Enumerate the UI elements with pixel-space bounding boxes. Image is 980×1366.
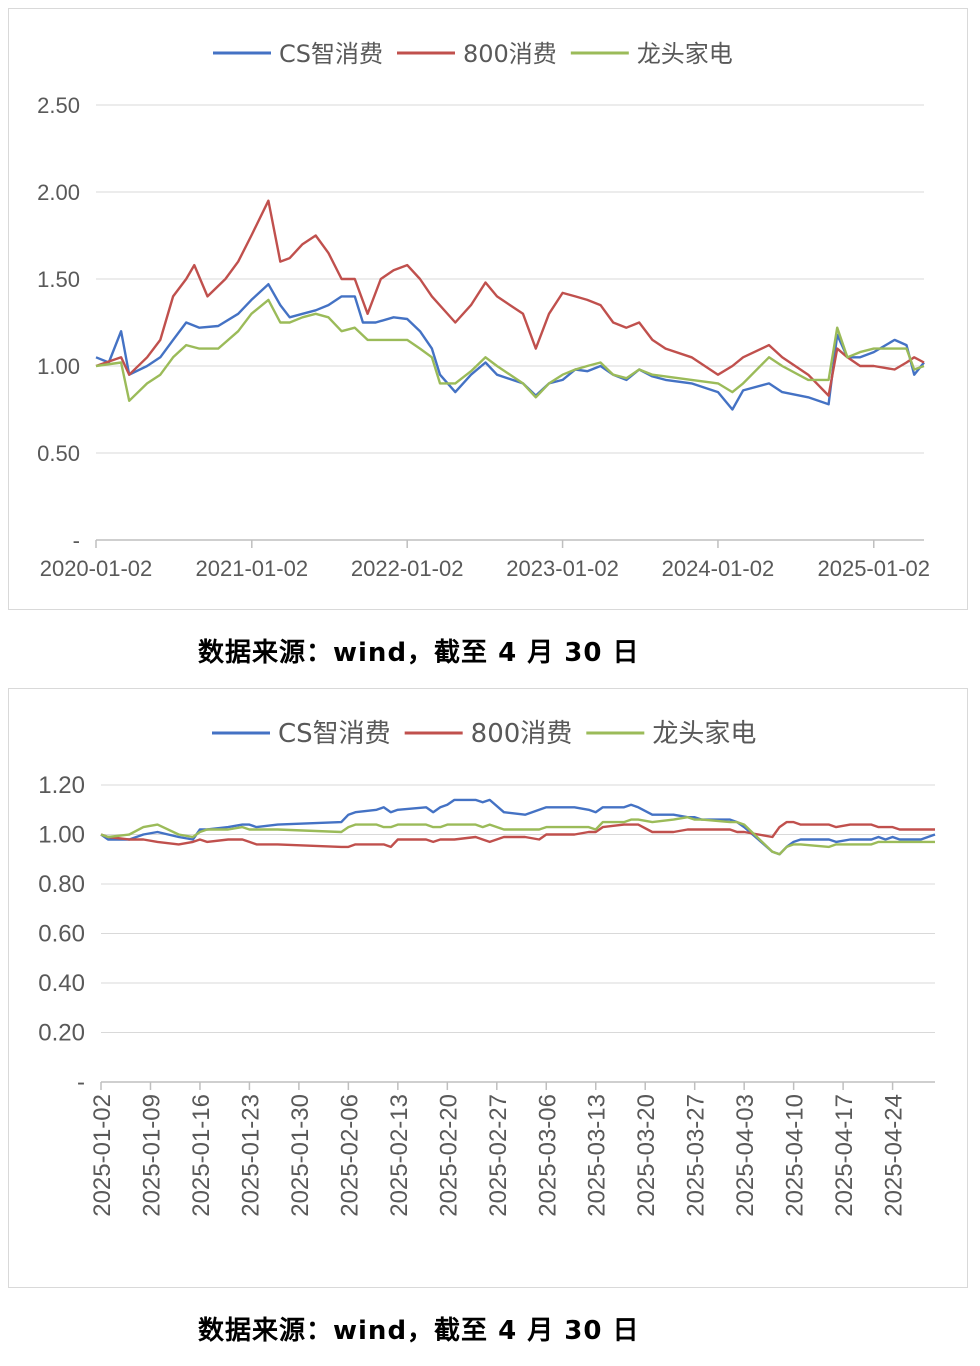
y-tick-label: 2.50 (37, 93, 80, 118)
source-note-1: 数据来源：wind，截至 4 月 30 日 (198, 638, 640, 668)
x-tick-label: 2024-01-02 (662, 556, 775, 581)
y-tick-label: 0.50 (37, 441, 80, 466)
y-tick-label: 2.00 (37, 180, 80, 205)
series-line-2 (95, 199, 925, 397)
chart-2: - 0.20 0.40 0.60 0.80 1.00 1.20 2025-01-02 2025-… (38, 719, 936, 1217)
series-line-2 (100, 820, 935, 849)
x-tick-label: 2025-01-09 (138, 1094, 165, 1217)
x-tick-label: 2020-01-02 (40, 556, 153, 581)
y-tick-label: 1.20 (38, 772, 85, 799)
x-tick-label: 2025-03-27 (683, 1094, 710, 1217)
chart-2-frame: - 0.20 0.40 0.60 0.80 1.00 1.20 2025-01-02 2025-… (8, 688, 968, 1288)
y-tick-label: - (73, 528, 80, 553)
source-note-2: 数据来源：wind，截至 4 月 30 日 (198, 1316, 640, 1346)
x-tick-label: 2025-03-20 (633, 1094, 660, 1217)
y-tick-label: 0.80 (38, 871, 85, 898)
x-tick-label: 2025-01-23 (237, 1094, 264, 1217)
x-tick-label: 2025-01-02 (817, 556, 930, 581)
y-tick-label: 0.60 (38, 921, 85, 948)
series-line-3 (100, 816, 935, 856)
x-tick-label: 2025-01-16 (188, 1094, 215, 1217)
y-tick-label: 1.50 (37, 267, 80, 292)
x-tick-label: 2025-02-13 (386, 1094, 413, 1217)
legend-label-2: 800消费 (463, 40, 557, 68)
y-tick-label: - (77, 1069, 85, 1096)
chart-1-frame: - 0.50 1.00 1.50 2.00 2.50 2020-01-02 2021-01-0… (8, 8, 968, 610)
series-line-3 (95, 298, 925, 402)
x-tick-label: 2025-02-06 (336, 1094, 363, 1217)
x-tick-label: 2025-04-03 (732, 1094, 759, 1217)
chart-1: - 0.50 1.00 1.50 2.00 2.50 2020-01-02 2021-01-0… (37, 40, 930, 581)
x-tick-label: 2025-03-13 (584, 1094, 611, 1217)
x-tick-label: 2025-02-20 (435, 1094, 462, 1217)
x-tick-label: 2025-03-06 (534, 1094, 561, 1217)
legend-label-3: 龙头家电 (637, 40, 733, 68)
x-tick-label: 2025-01-02 (89, 1094, 116, 1217)
x-tick-label: 2025-01-30 (287, 1094, 314, 1217)
x-tick-label: 2021-01-02 (196, 556, 309, 581)
y-tick-label: 1.00 (37, 354, 80, 379)
y-tick-label: 1.00 (38, 822, 85, 849)
x-tick-label: 2025-02-27 (485, 1094, 512, 1217)
series-line-1 (100, 798, 936, 856)
x-tick-label: 2025-04-17 (831, 1094, 858, 1217)
x-tick-label: 2022-01-02 (351, 556, 464, 581)
x-tick-label: 2025-04-24 (881, 1094, 908, 1217)
legend-label-1: CS智消费 (279, 40, 383, 68)
legend-label-3: 龙头家电 (652, 719, 756, 749)
series-line-1 (95, 283, 925, 411)
y-tick-label: 0.40 (38, 970, 85, 997)
x-tick-label: 2025-04-10 (782, 1094, 809, 1217)
legend-label-2: 800消费 (471, 719, 573, 749)
x-tick-label: 2023-01-02 (506, 556, 619, 581)
legend-label-1: CS智消费 (278, 719, 391, 749)
y-tick-label: 0.20 (38, 1020, 85, 1047)
